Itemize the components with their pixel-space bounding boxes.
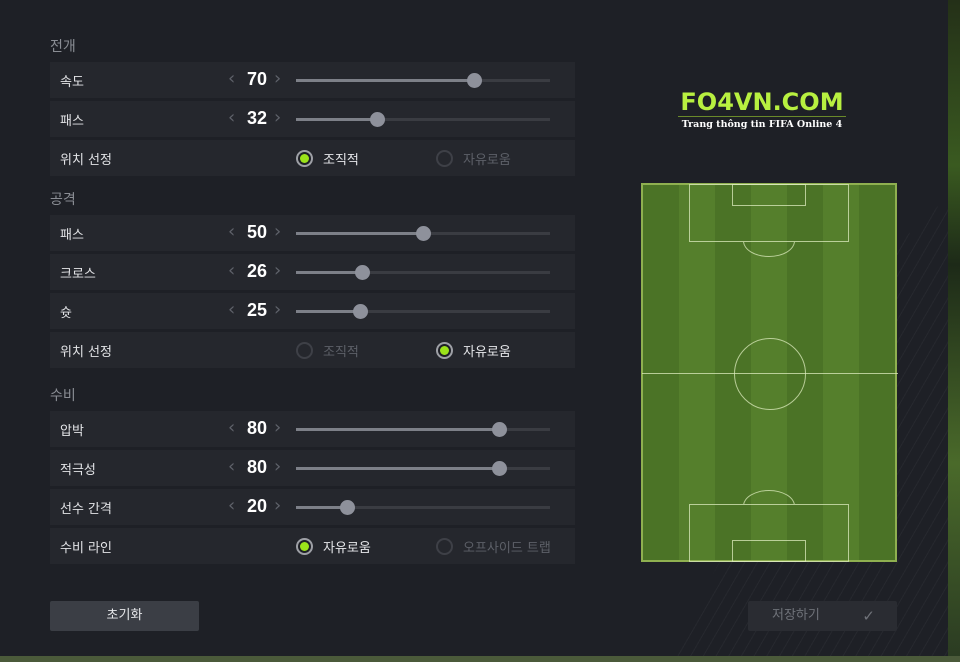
slider-fill (296, 506, 347, 509)
slider-fill (296, 271, 363, 274)
slider-value: 26 (246, 261, 268, 281)
slider-value: 32 (246, 108, 268, 128)
row-label: 패스 (60, 228, 84, 243)
background-scene-bottom (0, 656, 960, 662)
save-button[interactable]: 저장하기 ✓ (748, 601, 897, 631)
slider-row: 선수 간격 ‹ 20 › (50, 489, 575, 525)
slider-value: 25 (246, 300, 268, 320)
radio-option-label[interactable]: 자유로움 (323, 541, 371, 556)
logo-subtitle: Trang thông tin FIFA Online 4 (681, 119, 843, 130)
chevron-left-icon[interactable]: ‹ (228, 107, 236, 128)
slider-track[interactable] (296, 422, 550, 437)
football-pitch (641, 183, 898, 562)
slider-knob[interactable] (352, 304, 368, 319)
slider-row: 적극성 ‹ 80 › (50, 450, 575, 486)
row-label: 패스 (60, 114, 84, 129)
slider-track[interactable] (296, 304, 550, 319)
slider-value: 20 (246, 496, 268, 516)
chevron-right-icon[interactable]: › (274, 299, 282, 320)
slider-fill (296, 310, 360, 313)
section-title: 공격 (50, 192, 76, 208)
row-label: 압박 (60, 424, 84, 439)
chevron-left-icon[interactable]: ‹ (228, 495, 236, 516)
slider-value: 80 (246, 418, 268, 438)
save-label: 저장하기 (772, 608, 820, 623)
radio-button[interactable] (436, 342, 453, 359)
slider-knob[interactable] (492, 461, 508, 476)
radio-button[interactable] (296, 538, 313, 555)
slider-knob[interactable] (355, 265, 371, 280)
row-label: 크로스 (60, 267, 96, 282)
reset-button[interactable]: 초기화 (50, 601, 199, 631)
slider-value: 50 (246, 222, 268, 242)
background-scene (948, 0, 960, 662)
row-label: 수비 라인 (60, 541, 112, 556)
slider-fill (296, 428, 500, 431)
slider-row: 패스 ‹ 50 › (50, 215, 575, 251)
section-title: 전개 (50, 39, 76, 55)
slider-track[interactable] (296, 226, 550, 241)
chevron-right-icon[interactable]: › (274, 260, 282, 281)
radio-row: 수비 라인 자유로움 오프사이드 트랩 (50, 528, 575, 564)
row-label: 속도 (60, 75, 84, 90)
chevron-left-icon[interactable]: ‹ (228, 299, 236, 320)
radio-option-label[interactable]: 자유로움 (463, 153, 511, 168)
bottom-goal-area (732, 540, 806, 562)
chevron-right-icon[interactable]: › (274, 456, 282, 477)
slider-fill (296, 118, 378, 121)
slider-row: 압박 ‹ 80 › (50, 411, 575, 447)
chevron-right-icon[interactable]: › (274, 417, 282, 438)
chevron-left-icon[interactable]: ‹ (228, 68, 236, 89)
row-label: 선수 간격 (60, 502, 112, 517)
slider-track[interactable] (296, 500, 550, 515)
section-title: 수비 (50, 388, 76, 404)
slider-row: 패스 ‹ 32 › (50, 101, 575, 137)
radio-row: 위치 선정 조직적 자유로움 (50, 140, 575, 176)
logo-title: FO4VN.COM (678, 88, 846, 117)
radio-option-label[interactable]: 조직적 (323, 345, 359, 360)
chevron-right-icon[interactable]: › (274, 68, 282, 89)
row-label: 슛 (60, 306, 72, 321)
row-label: 적극성 (60, 463, 96, 478)
radio-button[interactable] (296, 150, 313, 167)
radio-option-label[interactable]: 조직적 (323, 153, 359, 168)
center-circle (734, 338, 806, 410)
slider-fill (296, 232, 423, 235)
slider-knob[interactable] (416, 226, 431, 241)
top-goal-area (732, 184, 806, 206)
slider-value: 70 (246, 69, 268, 89)
team-tactics-panel: 전개 속도 ‹ 70 › 패스 ‹ 32 › 위치 선정 조직적 자유로움 공격 패스 ‹ … (0, 0, 948, 656)
radio-button[interactable] (296, 342, 313, 359)
slider-row: 크로스 ‹ 26 › (50, 254, 575, 290)
slider-track[interactable] (296, 73, 550, 88)
slider-track[interactable] (296, 112, 550, 127)
slider-knob[interactable] (492, 422, 508, 437)
chevron-left-icon[interactable]: ‹ (228, 260, 236, 281)
chevron-left-icon[interactable]: ‹ (228, 221, 236, 242)
slider-knob[interactable] (339, 500, 355, 515)
radio-option-label[interactable]: 자유로움 (463, 345, 511, 360)
watermark-logo: FO4VN.COM Trang thông tin FIFA Online 4 (678, 88, 846, 130)
slider-row: 슛 ‹ 25 › (50, 293, 575, 329)
radio-button[interactable] (436, 538, 453, 555)
chevron-left-icon[interactable]: ‹ (228, 456, 236, 477)
slider-knob[interactable] (370, 112, 386, 127)
radio-row: 위치 선정 조직적 자유로움 (50, 332, 575, 368)
slider-track[interactable] (296, 461, 550, 476)
slider-knob[interactable] (466, 73, 482, 88)
slider-fill (296, 79, 474, 82)
radio-option-label[interactable]: 오프사이드 트랩 (463, 541, 551, 556)
chevron-right-icon[interactable]: › (274, 107, 282, 128)
slider-track[interactable] (296, 265, 550, 280)
slider-fill (296, 467, 500, 470)
slider-row: 속도 ‹ 70 › (50, 62, 575, 98)
chevron-left-icon[interactable]: ‹ (228, 417, 236, 438)
chevron-right-icon[interactable]: › (274, 495, 282, 516)
row-label: 위치 선정 (60, 345, 112, 360)
radio-button[interactable] (436, 150, 453, 167)
chevron-right-icon[interactable]: › (274, 221, 282, 242)
slider-value: 80 (246, 457, 268, 477)
row-label: 위치 선정 (60, 153, 112, 168)
check-icon: ✓ (862, 607, 875, 625)
